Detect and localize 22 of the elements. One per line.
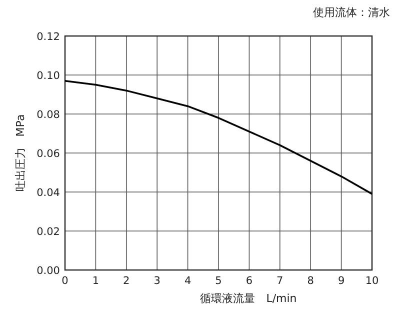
y-axis-title: 吐出圧力 MPa: [14, 114, 27, 192]
x-tick-label: 1: [92, 275, 100, 287]
x-tick-label: 3: [154, 275, 160, 287]
x-tick-label: 6: [246, 275, 253, 287]
x-tick-label: 4: [184, 275, 192, 287]
y-tick-label: 0.02: [36, 226, 60, 238]
x-tick-label: 7: [276, 275, 284, 287]
x-tick-label: 9: [338, 275, 345, 287]
y-tick-label: 0.12: [36, 31, 60, 43]
y-tick-label: 0.04: [36, 187, 60, 199]
x-tick-label: 0: [62, 275, 68, 287]
y-tick-label: 0.10: [36, 70, 60, 82]
text: 使用流体：清水: [313, 6, 390, 19]
x-tick-label: 2: [123, 275, 130, 287]
x-tick-label: 8: [307, 275, 314, 287]
x-tick-label: 5: [215, 275, 222, 287]
y-tick-label: 0.06: [36, 148, 60, 160]
x-tick-label: 10: [365, 275, 379, 287]
x-axis-title: 循環液流量 L/min: [200, 292, 297, 305]
line-series: [64, 80, 373, 195]
y-tick-label: 0.08: [36, 109, 60, 121]
y-tick-label: 0.00: [36, 265, 60, 277]
